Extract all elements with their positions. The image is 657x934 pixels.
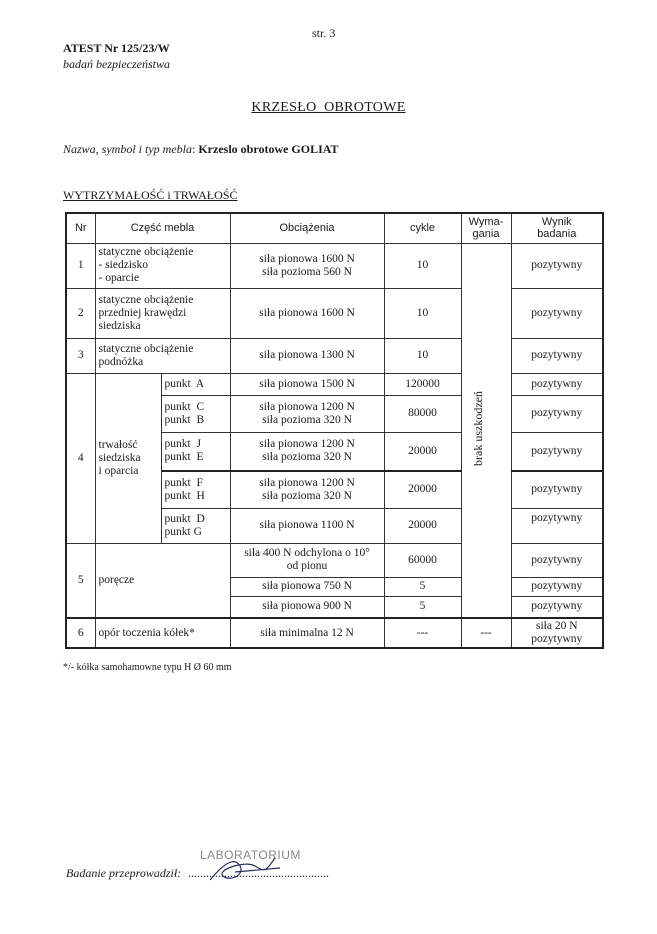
cell-point: punkt D punkt G — [160, 507, 231, 544]
footnote: */- kółka samohamowne typu H Ø 60 mm — [63, 662, 232, 673]
cell-point: punkt J punkt E — [160, 431, 231, 472]
cell-cycles: 120000 — [383, 372, 462, 396]
table-row: siła pionowa 900 N 5 pozytywny — [66, 595, 604, 619]
cell-result: pozytywny — [510, 595, 604, 619]
cell-load: siła pionowa 1200 N siła pozioma 320 N — [229, 394, 385, 433]
product-name: Nazwa, symbol i typ mebla: Krzeslo obrot… — [63, 142, 339, 156]
section-heading: WYTRZYMAŁOŚĆ i TRWAŁOŚĆ — [63, 188, 238, 202]
cell-cycles: 20000 — [383, 507, 462, 544]
cell-point: punkt A — [160, 372, 231, 396]
cell-part: poręcze — [94, 542, 231, 619]
certificate-number: ATEST Nr 125/23/W — [63, 41, 170, 55]
cell-nr: 1 — [65, 242, 96, 289]
cell-result: pozytywny — [510, 542, 604, 578]
cell-load: siła pionowa 1300 N — [229, 337, 385, 374]
cell-load: siła pionowa 1600 N — [229, 287, 385, 339]
cell-load: siła pionowa 1100 N — [229, 507, 385, 544]
table-row: 5 poręcze siła 400 N odchylona o 10° od … — [65, 542, 604, 619]
product-label: Nazwa, symbol i typ mebla — [63, 142, 192, 156]
signature-scribble — [209, 857, 281, 881]
table-row: 3 statyczne obciążenie podnóżka siła pio… — [65, 337, 604, 374]
cell-cycles: 10 — [383, 337, 462, 374]
table-row: 6 opór toczenia kółek* siła minimalna 12… — [65, 617, 604, 649]
cell-load: siła pionowa 1200 N siła pozioma 320 N — [229, 431, 385, 472]
cell-load: siła pionowa 1200 N siła pozioma 320 N — [229, 470, 385, 509]
header-nr: Nr — [65, 212, 96, 244]
cell-result: pozytywny — [510, 337, 604, 374]
cell-nr: 3 — [65, 337, 96, 374]
cell-cycles: 20000 — [383, 470, 462, 509]
cell-nr: 6 — [65, 617, 96, 649]
cell-result: pozytywny — [510, 242, 604, 289]
table-row: 4 trwałość siedziska i oparcia punkt A s… — [65, 372, 604, 544]
header-requirements: Wyma-gania — [460, 212, 512, 244]
certificate-subtitle: badań bezpieczeństwa — [63, 57, 170, 71]
header-cycles: cykle — [383, 212, 462, 244]
table-row: punkt C punkt B siła pionowa 1200 N siła… — [66, 394, 604, 433]
table-row: punkt J punkt E siła pionowa 1200 N siła… — [66, 431, 604, 472]
results-table: Nr Część mebla Obciążenia cykle Wyma-gan… — [65, 212, 605, 649]
table-row: 1 statyczne obciążenie - siedzisko - opa… — [65, 242, 604, 619]
cell-result: pozytywny — [510, 394, 604, 433]
cell-part: statyczne obciążenie - siedzisko - oparc… — [94, 242, 231, 289]
page-number: str. 3 — [312, 26, 336, 40]
cell-result: pozytywny — [510, 576, 604, 597]
cell-result: pozytywny — [510, 470, 604, 509]
cell-requirement: brak uszkodzeń — [460, 242, 512, 619]
product-value: Krzeslo obrotowe GOLIAT — [198, 142, 339, 156]
cell-load: siła minimalna 12 N — [229, 617, 385, 649]
cell-load: siła 400 N odchylona o 10° od pionu — [229, 542, 385, 578]
cell-requirement: --- — [460, 617, 512, 649]
cell-part: opór toczenia kółek* — [94, 617, 231, 649]
cell-load: siła pionowa 750 N — [229, 576, 385, 597]
cell-cycles: --- — [383, 617, 462, 649]
cell-nr: 4 — [65, 372, 96, 544]
table-row: 2 statyczne obciążenie przedniej krawędz… — [65, 287, 604, 339]
cell-result: pozytywny — [510, 431, 604, 472]
header-load: Obciążenia — [229, 212, 385, 244]
cell-cycles: 20000 — [383, 431, 462, 472]
signature-label: Badanie przeprowadził: — [66, 866, 182, 880]
header-result: Wynik badania — [510, 212, 604, 244]
cell-load: siła pionowa 1600 N siła pozioma 560 N — [229, 242, 385, 289]
cell-result: siła 20 N pozytywny — [510, 617, 604, 649]
cell-nr: 5 — [65, 542, 96, 619]
cell-point: punkt F punkt H — [160, 470, 231, 509]
document-title: KRZESŁO OBROTOWE — [251, 100, 406, 115]
cell-result: pozytywny — [510, 372, 604, 396]
cell-result: pozytywny — [510, 507, 604, 544]
cell-cycles: 10 — [383, 287, 462, 339]
cell-nr: 2 — [65, 287, 96, 339]
cell-part: trwałość siedziska i oparcia — [94, 372, 162, 544]
cell-load: siła pionowa 900 N — [229, 595, 385, 619]
cell-cycles: 5 — [383, 595, 462, 619]
cell-part: statyczne obciążenie przedniej krawędzi … — [94, 287, 231, 339]
cell-cycles: 80000 — [383, 394, 462, 433]
table-header-row: Nr Część mebla Obciążenia cykle Wyma-gan… — [65, 212, 604, 244]
cell-cycles: 10 — [383, 242, 462, 289]
cell-cycles: 5 — [383, 576, 462, 597]
cell-part: statyczne obciążenie podnóżka — [94, 337, 231, 374]
table-row: punkt D punkt G siła pionowa 1100 N 2000… — [66, 507, 604, 544]
header-part: Część mebla — [94, 212, 231, 244]
cell-load: siła pionowa 1500 N — [229, 372, 385, 396]
cell-point: punkt C punkt B — [160, 394, 231, 433]
requirement-text: brak uszkodzeń — [471, 390, 486, 466]
cell-cycles: 60000 — [383, 542, 462, 578]
cell-result: pozytywny — [510, 287, 604, 339]
